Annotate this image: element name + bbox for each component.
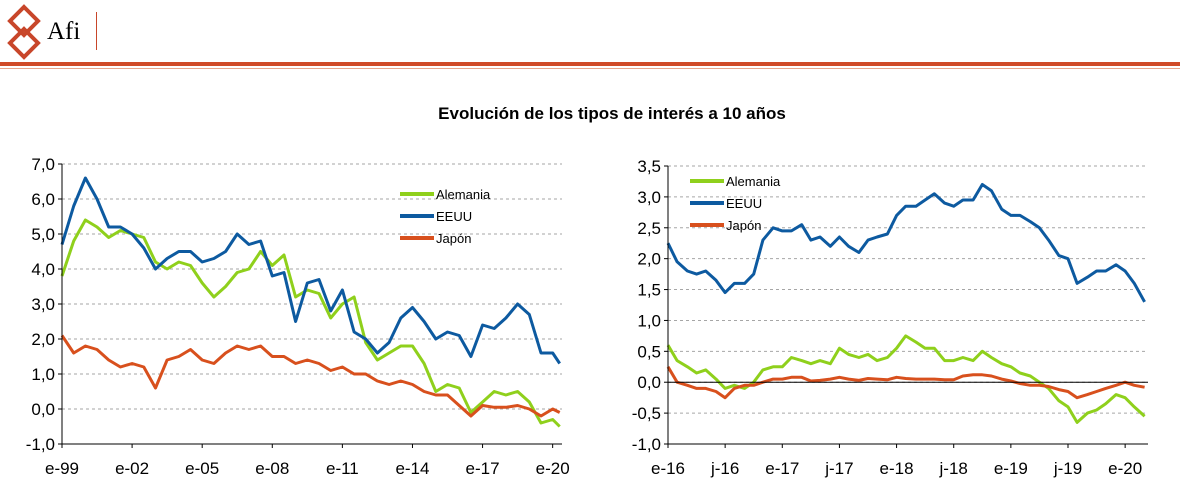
afi-logo-icon bbox=[7, 4, 41, 60]
y-tick-label: 7,0 bbox=[31, 155, 55, 174]
x-tick-label: e-02 bbox=[115, 459, 149, 478]
chart-right: -1,0 -0,5 0,0 0,5 1,0 1,5 2,0 2,5 3,0 3,5 e-16 j-16… bbox=[632, 157, 1148, 478]
x-tick-label: e-11 bbox=[326, 459, 359, 478]
y-tick-label: 1,0 bbox=[31, 365, 55, 384]
x-tick-label: j-17 bbox=[824, 459, 853, 478]
x-tick-label: e-20 bbox=[1108, 459, 1142, 478]
x-tick-label: e-99 bbox=[45, 459, 79, 478]
x-tick-label: e-16 bbox=[651, 459, 685, 478]
legend-label: Alemania bbox=[436, 187, 491, 202]
y-tick-label: 2,0 bbox=[637, 250, 661, 269]
legend-label: Japón bbox=[436, 231, 471, 246]
x-tick-label: j-16 bbox=[710, 459, 739, 478]
series-line-japn bbox=[60, 334, 561, 418]
x-tick-label: e-05 bbox=[185, 459, 219, 478]
y-tick-label: -0,5 bbox=[632, 404, 661, 423]
y-tick-label: -1,0 bbox=[26, 435, 55, 454]
y-tick-label: -1,0 bbox=[632, 435, 661, 454]
y-tick-label: 2,5 bbox=[637, 219, 661, 238]
page-title: Evolución de los tipos de interés a 10 a… bbox=[438, 104, 786, 123]
x-tick-label: e-18 bbox=[880, 459, 914, 478]
y-tick-label: 3,5 bbox=[637, 157, 661, 176]
x-tick-label: e-14 bbox=[395, 459, 429, 478]
x-tick-label: e-17 bbox=[466, 459, 500, 478]
x-tick-label: e-08 bbox=[255, 459, 289, 478]
logo-text: Afi bbox=[47, 18, 81, 45]
y-tick-label: 3,0 bbox=[31, 295, 55, 314]
series-line-alemania bbox=[60, 218, 561, 428]
y-tick-label: 2,0 bbox=[31, 330, 55, 349]
header-rule-thin bbox=[0, 68, 1180, 69]
series-line-eeuu bbox=[666, 183, 1146, 303]
legend-label: Alemania bbox=[726, 174, 781, 189]
y-tick-label: 4,0 bbox=[31, 260, 55, 279]
y-tick-label: 1,0 bbox=[637, 311, 661, 330]
chart-left: -1,0 0,0 1,0 2,0 3,0 4,0 5,0 6,0 7,0 e-99 e-02 e-05… bbox=[26, 155, 570, 478]
x-tick-label: e-20 bbox=[536, 459, 570, 478]
page-header: Afi bbox=[0, 0, 1180, 62]
series-line-eeuu bbox=[60, 176, 561, 365]
logo-divider bbox=[96, 12, 97, 50]
x-tick-label: j-19 bbox=[1053, 459, 1082, 478]
y-tick-label: 0,0 bbox=[31, 400, 55, 419]
series-line-japn bbox=[666, 366, 1145, 400]
y-tick-label: 3,0 bbox=[637, 188, 661, 207]
legend-label: EEUU bbox=[726, 196, 762, 211]
legend-label: EEUU bbox=[436, 209, 472, 224]
x-tick-label: e-19 bbox=[994, 459, 1028, 478]
y-tick-label: 0,0 bbox=[637, 373, 661, 392]
y-tick-label: 6,0 bbox=[31, 190, 55, 209]
header-rule bbox=[0, 62, 1180, 66]
legend-label: Japón bbox=[726, 218, 761, 233]
y-tick-label: 5,0 bbox=[31, 225, 55, 244]
y-tick-label: 1,5 bbox=[637, 281, 661, 300]
x-tick-label: e-17 bbox=[765, 459, 799, 478]
x-tick-label: j-18 bbox=[939, 459, 968, 478]
y-tick-label: 0,5 bbox=[637, 342, 661, 361]
